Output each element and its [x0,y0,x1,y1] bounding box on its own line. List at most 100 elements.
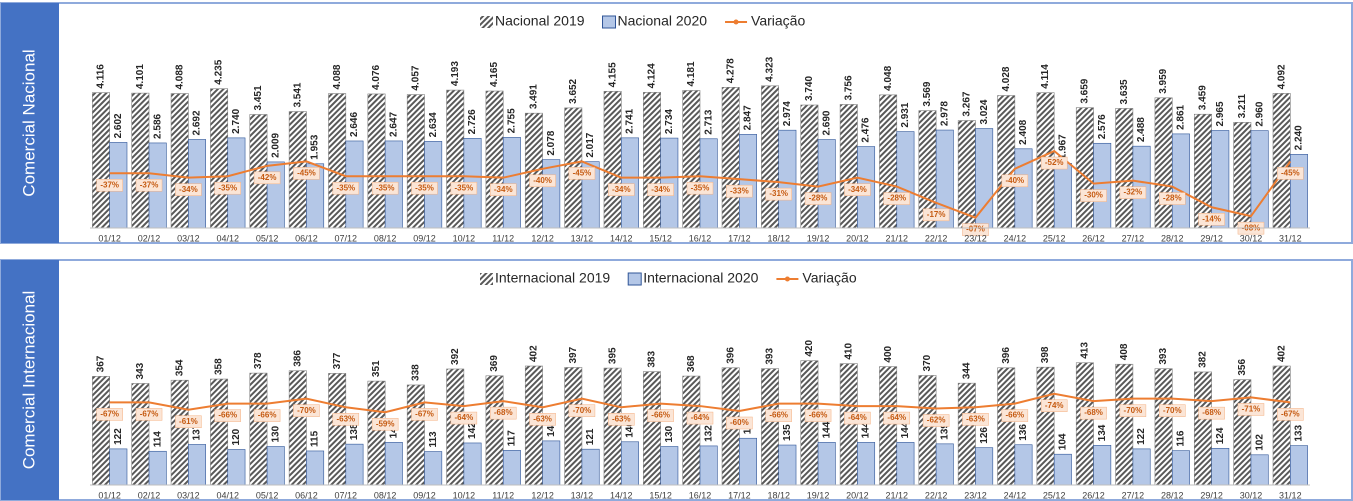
bar-value-label: 4.028 [1001,66,1012,91]
x-tick-label: 08/12 [374,233,397,243]
bar-value-label: 2.960 [1254,101,1265,126]
bar-value-label: 3.267 [961,91,972,116]
x-tick-label: 03/12 [177,233,200,243]
bar-value-label: 4.088 [332,64,343,89]
variation-label: -35% [415,183,434,192]
variation-label: -28% [1163,194,1182,203]
bar [603,367,622,486]
legend-swatch [627,272,642,286]
bar [660,137,679,229]
bar [997,367,1016,486]
x-tick-label: 09/12 [413,233,436,243]
bar-value-label: 400 [883,345,894,362]
x-tick-label: 02/12 [138,233,161,243]
bar [564,367,583,486]
bar-value-label: 2.476 [861,117,872,142]
bar [1075,362,1094,486]
variation-label: -66% [769,411,788,420]
variation-label: -34% [179,185,198,194]
bar [288,370,307,486]
bar-value-label: 130 [664,425,675,442]
bar-value-label: 2.009 [270,132,281,157]
variation-label-box [922,208,950,222]
bar [581,448,600,486]
legend-label: Variação [751,13,805,29]
x-tick-label: 17/12 [728,490,751,500]
variation-label: -66% [258,411,277,420]
bar-value-label: 122 [1136,428,1147,445]
bar-value-label: 386 [292,350,303,367]
bar [778,129,797,229]
variation-label: -52% [1045,158,1064,167]
variation-label: -64% [691,413,710,422]
x-tick-label: 31/12 [1279,490,1302,500]
variation-label-box [253,171,281,185]
variation-label-box [726,184,753,198]
x-tick-label: 14/12 [610,233,633,243]
variation-label-box [529,174,556,188]
bar [227,449,246,486]
variation-label-box [1159,192,1186,205]
x-tick-label: 25/12 [1043,490,1066,500]
bar-value-label: 122 [113,428,124,445]
variation-label: -66% [218,411,237,420]
variation-label-box [1040,399,1068,412]
bar-value-label: 2.017 [585,132,596,157]
bar [817,442,836,486]
bar [603,91,622,229]
legend-swatch-dot [733,19,739,25]
x-tick-label: 01/12 [98,490,121,500]
bar-value-label: 2.741 [625,108,636,133]
variation-label-box [844,183,871,196]
variation-label-box [214,181,241,195]
variation-label: -31% [769,189,788,198]
variation-label: -34% [494,185,513,194]
bar-value-label: 2.726 [467,109,478,134]
bar-value-label: 402 [529,345,540,362]
bar [1171,450,1190,486]
bar-value-label: 117 [507,430,518,447]
variation-label-box [922,414,950,427]
bar [1272,93,1291,229]
variation-label: -68% [1084,408,1103,417]
bar [682,375,701,486]
bar [1053,163,1072,229]
bar [778,444,797,486]
bar [1154,97,1173,229]
bar-value-label: 2.586 [152,113,163,138]
variation-label-box [489,183,517,196]
legend-label: Internacional 2020 [643,270,758,286]
variation-label: -07% [966,225,985,234]
bar-value-label: 124 [1215,427,1226,444]
variation-label: -67% [415,409,434,418]
variation-label-box [844,411,871,425]
variation-line [109,392,1291,414]
bar [249,372,268,486]
variation-label-box [647,183,674,196]
bar-value-label: 356 [1237,359,1248,376]
variation-label-box [1119,186,1147,199]
bar [109,448,128,486]
bar-value-label: 3.569 [922,81,933,106]
variation-label: -70% [1163,406,1182,415]
variation-label: -40% [533,176,552,185]
bar [1154,368,1173,486]
bar [1053,453,1072,486]
bar-value-label: 2.847 [743,105,754,130]
x-tick-label: 17/12 [728,233,751,243]
bar-value-label: 343 [135,362,146,379]
x-tick-label: 31/12 [1279,233,1302,243]
x-tick-label: 10/12 [453,490,476,500]
bar [1075,107,1094,229]
x-tick-label: 06/12 [295,233,318,243]
bar-value-label: 130 [270,425,281,442]
bar [446,368,465,486]
variation-label-box [765,187,792,201]
bar [446,89,465,229]
x-tick-label: 28/12 [1161,233,1184,243]
bar-value-label: 144 [861,421,872,438]
variation-label: -64% [887,413,906,422]
x-tick-label: 26/12 [1082,233,1105,243]
bar-value-label: 3.211 [1237,93,1248,118]
variation-label-box [1040,156,1068,170]
